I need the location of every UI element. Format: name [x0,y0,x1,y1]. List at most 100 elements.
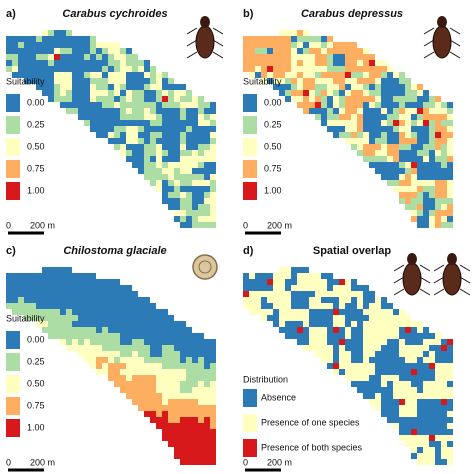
map-cell [333,321,339,327]
map-cell [54,96,60,102]
map-cell [144,168,150,174]
map-cell [180,150,186,156]
map-cell [54,30,60,36]
map-cell [192,180,198,186]
map-cell [357,138,363,144]
map-cell [411,327,417,333]
map-cell [12,54,18,60]
map-cell [84,78,90,84]
map-cell [180,192,186,198]
map-cell [273,78,279,84]
map-cell [297,84,303,90]
map-cell [351,285,357,291]
map-cell [381,321,387,327]
map-cell [429,393,435,399]
map-cell [108,339,114,345]
map-cell [417,351,423,357]
map-cell [198,423,204,429]
map-cell [363,126,369,132]
map-cell [60,285,66,291]
map-cell [132,150,138,156]
legend-swatch [6,375,20,393]
map-cell [180,174,186,180]
map-cell [168,321,174,327]
map-cell [399,96,405,102]
map-cell [297,66,303,72]
map-cell [144,363,150,369]
map-cell [180,345,186,351]
map-cell [66,309,72,315]
species-icon [393,253,471,296]
map-cell [435,162,441,168]
map-cell [429,399,435,405]
map-cell [180,375,186,381]
map-cell [441,393,447,399]
legend-item: 0.00 [264,97,282,107]
map-cell [429,363,435,369]
map-cell [150,315,156,321]
map-cell [345,339,351,345]
map-cell [198,96,204,102]
map-cell [120,90,126,96]
map-cell [132,66,138,72]
map-cell [363,321,369,327]
map-cell [132,393,138,399]
map-cell [126,96,132,102]
map-cell [198,375,204,381]
map-cell [399,138,405,144]
map-cell [327,297,333,303]
map-cell [108,333,114,339]
map-cell [405,321,411,327]
map-cell [405,351,411,357]
map-cell [174,210,180,216]
map-cell [387,150,393,156]
map-cell [126,78,132,84]
map-cell [168,96,174,102]
panel-label: b) [243,8,254,20]
map-cell [309,273,315,279]
map-cell [423,435,429,441]
map-cell [174,96,180,102]
map-cell [210,222,216,228]
map-cell [66,78,72,84]
map-cell [273,309,279,315]
map-cell [309,303,315,309]
map-cell [423,120,429,126]
map-cell [96,96,102,102]
map-cell [399,84,405,90]
map-cell [447,210,453,216]
map-cell [243,54,249,60]
map-cell [186,186,192,192]
map-cell [24,36,30,42]
map-cell [327,351,333,357]
map-cell [210,132,216,138]
map-cell [375,90,381,96]
map-cell [210,369,216,375]
map-cell [186,405,192,411]
map-cell [357,351,363,357]
map-cell [30,78,36,84]
map-cell [279,279,285,285]
map-cell [297,303,303,309]
map-cell [315,291,321,297]
map-cell [144,339,150,345]
map-cell [441,138,447,144]
map-cell [192,222,198,228]
map-cell [333,357,339,363]
map-cell [150,375,156,381]
map-cell [42,327,48,333]
map-cell [417,441,423,447]
map-cell [249,36,255,42]
shell [192,254,218,280]
map-cell [120,339,126,345]
map-cell [54,78,60,84]
map-cell [210,459,216,465]
map-cell [120,78,126,84]
map-cell [363,291,369,297]
map-cell [345,279,351,285]
map-cell [303,309,309,315]
panel-label: a) [6,8,16,20]
map-cell [351,60,357,66]
map-cell [90,333,96,339]
map-cell [96,309,102,315]
